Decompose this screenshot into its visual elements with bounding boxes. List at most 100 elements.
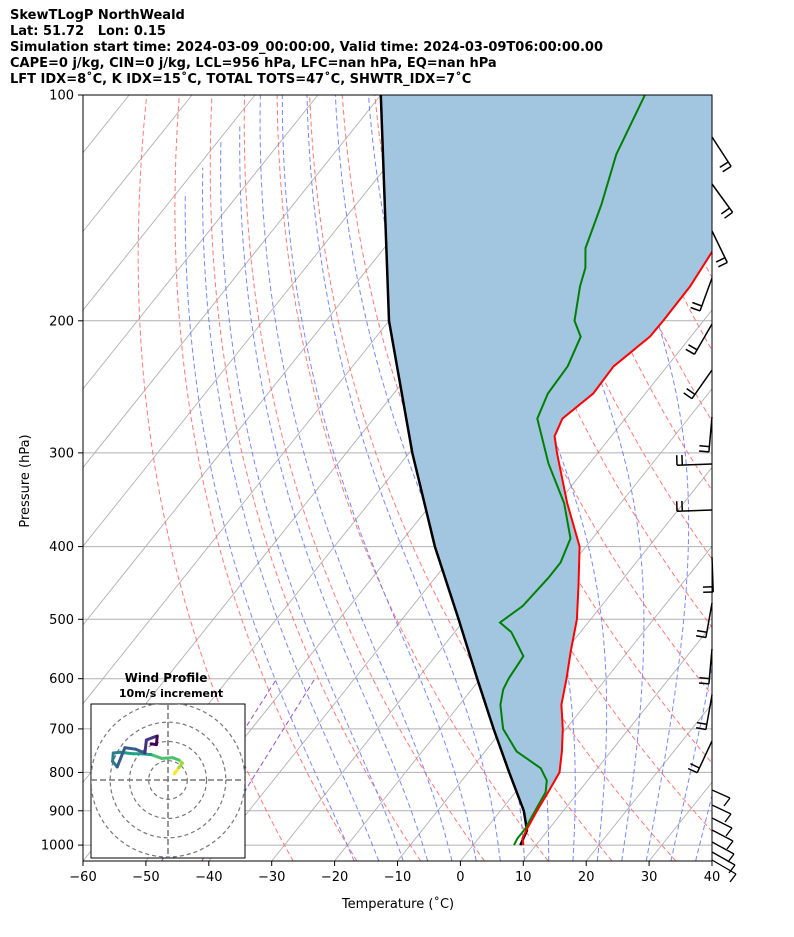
wind-barb [698, 416, 713, 453]
wind-barb [702, 556, 714, 594]
hodograph-subtitle: 10m/s increment [119, 687, 223, 700]
wind-barb-staff [676, 509, 713, 512]
wind-barb-flag [692, 301, 703, 307]
y-axis-label: Pressure (hPa) [18, 434, 33, 527]
dry-adiabat-line [209, 95, 422, 861]
wind-barb [675, 454, 713, 466]
wind-barb-flag [696, 629, 707, 634]
moist-adiabat-line [259, 95, 453, 861]
x-tick-label: 40 [704, 870, 721, 885]
wind-barb-flag [686, 387, 696, 396]
dewpoint-profile-line [498, 95, 646, 846]
dry-adiabat-line [276, 95, 549, 861]
wind-barb [698, 648, 713, 685]
hodograph-title: Wind Profile [125, 671, 208, 685]
isotherm-line [522, 624, 712, 861]
y-tick-label: 400 [49, 540, 74, 555]
isotherm-line [83, 95, 193, 233]
wind-barb-staff [691, 369, 713, 400]
y-tick-label: 900 [49, 804, 74, 819]
wind-barb-staff [705, 602, 713, 638]
wind-barb [711, 136, 732, 173]
x-tick-label: −50 [132, 870, 159, 885]
temperature-profile-line [521, 250, 712, 846]
wind-barb [683, 369, 713, 400]
x-tick-label: −30 [258, 870, 285, 885]
wind-barb-flag [724, 813, 732, 823]
wind-barb [685, 323, 713, 355]
wind-barb-staff [711, 183, 734, 213]
axis-ticks: −60 −50 −40 −30 −20 −10 0 10 20 30 40 1000 900 800 700… [41, 89, 720, 886]
wind-barb-flag [723, 797, 731, 807]
wind-barb-staff [711, 556, 714, 593]
wind-barb-flag [728, 864, 736, 874]
wind-barb-staff [711, 859, 737, 875]
wind-barb-flag [722, 165, 732, 173]
isotherm-line [83, 95, 382, 469]
moist-adiabat-line [281, 95, 477, 861]
y-tick-label: 1000 [41, 839, 74, 854]
wind-barb [695, 694, 713, 731]
x-tick-label: −20 [321, 870, 348, 885]
moist-adiabat-line [220, 140, 404, 861]
dry-adiabat-line [174, 95, 358, 861]
wind-barb-flag [698, 682, 709, 685]
wind-barb [695, 602, 713, 639]
dry-adiabat-line [406, 95, 712, 764]
wind-barb [711, 841, 735, 863]
wind-barb-flag [695, 634, 707, 639]
hodograph-segment [160, 756, 175, 760]
hodograph-segment [149, 753, 164, 760]
location-line: Lat: 51.72 Lon: 0.15 [10, 24, 166, 39]
wind-barb-staff [711, 804, 732, 815]
y-tick-label: 700 [49, 722, 74, 737]
parcel-profile-line [379, 95, 529, 846]
x-tick-label: 20 [578, 870, 595, 885]
dry-adiabat-line [243, 95, 485, 861]
isotherm-line [271, 309, 712, 861]
dry-adiabat-line [504, 95, 712, 560]
hodograph-inset: Wind Profile 10m/s increment [90, 671, 246, 859]
wind-barb [711, 789, 731, 807]
wind-barb-flag [696, 721, 707, 726]
hodograph-segment [115, 746, 127, 769]
x-tick-label: −10 [384, 870, 411, 885]
wind-barb-flag [699, 677, 710, 680]
y-tick-label: 500 [49, 613, 74, 628]
x-tick-label: −60 [69, 870, 96, 885]
isotherm-line [83, 95, 256, 311]
wind-barb-flag [683, 392, 693, 400]
hodograph-segment [149, 742, 158, 747]
wind-barb-flag [727, 853, 735, 863]
isotherm-line [83, 95, 445, 547]
x-tick-label: −40 [195, 870, 222, 885]
wind-barb [690, 277, 713, 312]
wind-barb-flag [698, 450, 709, 453]
wind-barb-flag [726, 840, 734, 850]
dry-adiabat-line [569, 95, 712, 422]
wind-barb-staff [711, 789, 731, 799]
wind-barbs [675, 136, 737, 883]
wind-barb [711, 851, 736, 874]
wind-barb [711, 859, 737, 883]
wind-barb-flag [724, 211, 734, 219]
moist-adiabat-line [584, 95, 690, 861]
chart-title: SkewTLogP NorthWeald [10, 8, 185, 23]
wind-barb-staff [711, 136, 732, 167]
hodograph-segment [123, 746, 138, 751]
wind-barb [675, 500, 713, 512]
x-tick-label: 0 [456, 870, 464, 885]
moist-adiabat-line [184, 192, 355, 861]
indices-line: CAPE=0 j/kg, CIN=0 j/kg, LCL=956 hPa, LF… [10, 56, 497, 71]
wind-barb-flag [690, 306, 701, 312]
wind-barb-flag [687, 767, 698, 774]
isotherm-line [83, 95, 319, 390]
moist-adiabat-line [306, 95, 501, 861]
hodograph-lines [91, 704, 245, 858]
isotherm-line [711, 860, 712, 861]
wind-barb-flag [725, 827, 733, 837]
wind-barb-staff [711, 851, 736, 866]
wind-barb [687, 740, 713, 774]
figure-header: SkewTLogP NorthWeald Lat: 51.72 Lon: 0.1… [10, 8, 780, 88]
